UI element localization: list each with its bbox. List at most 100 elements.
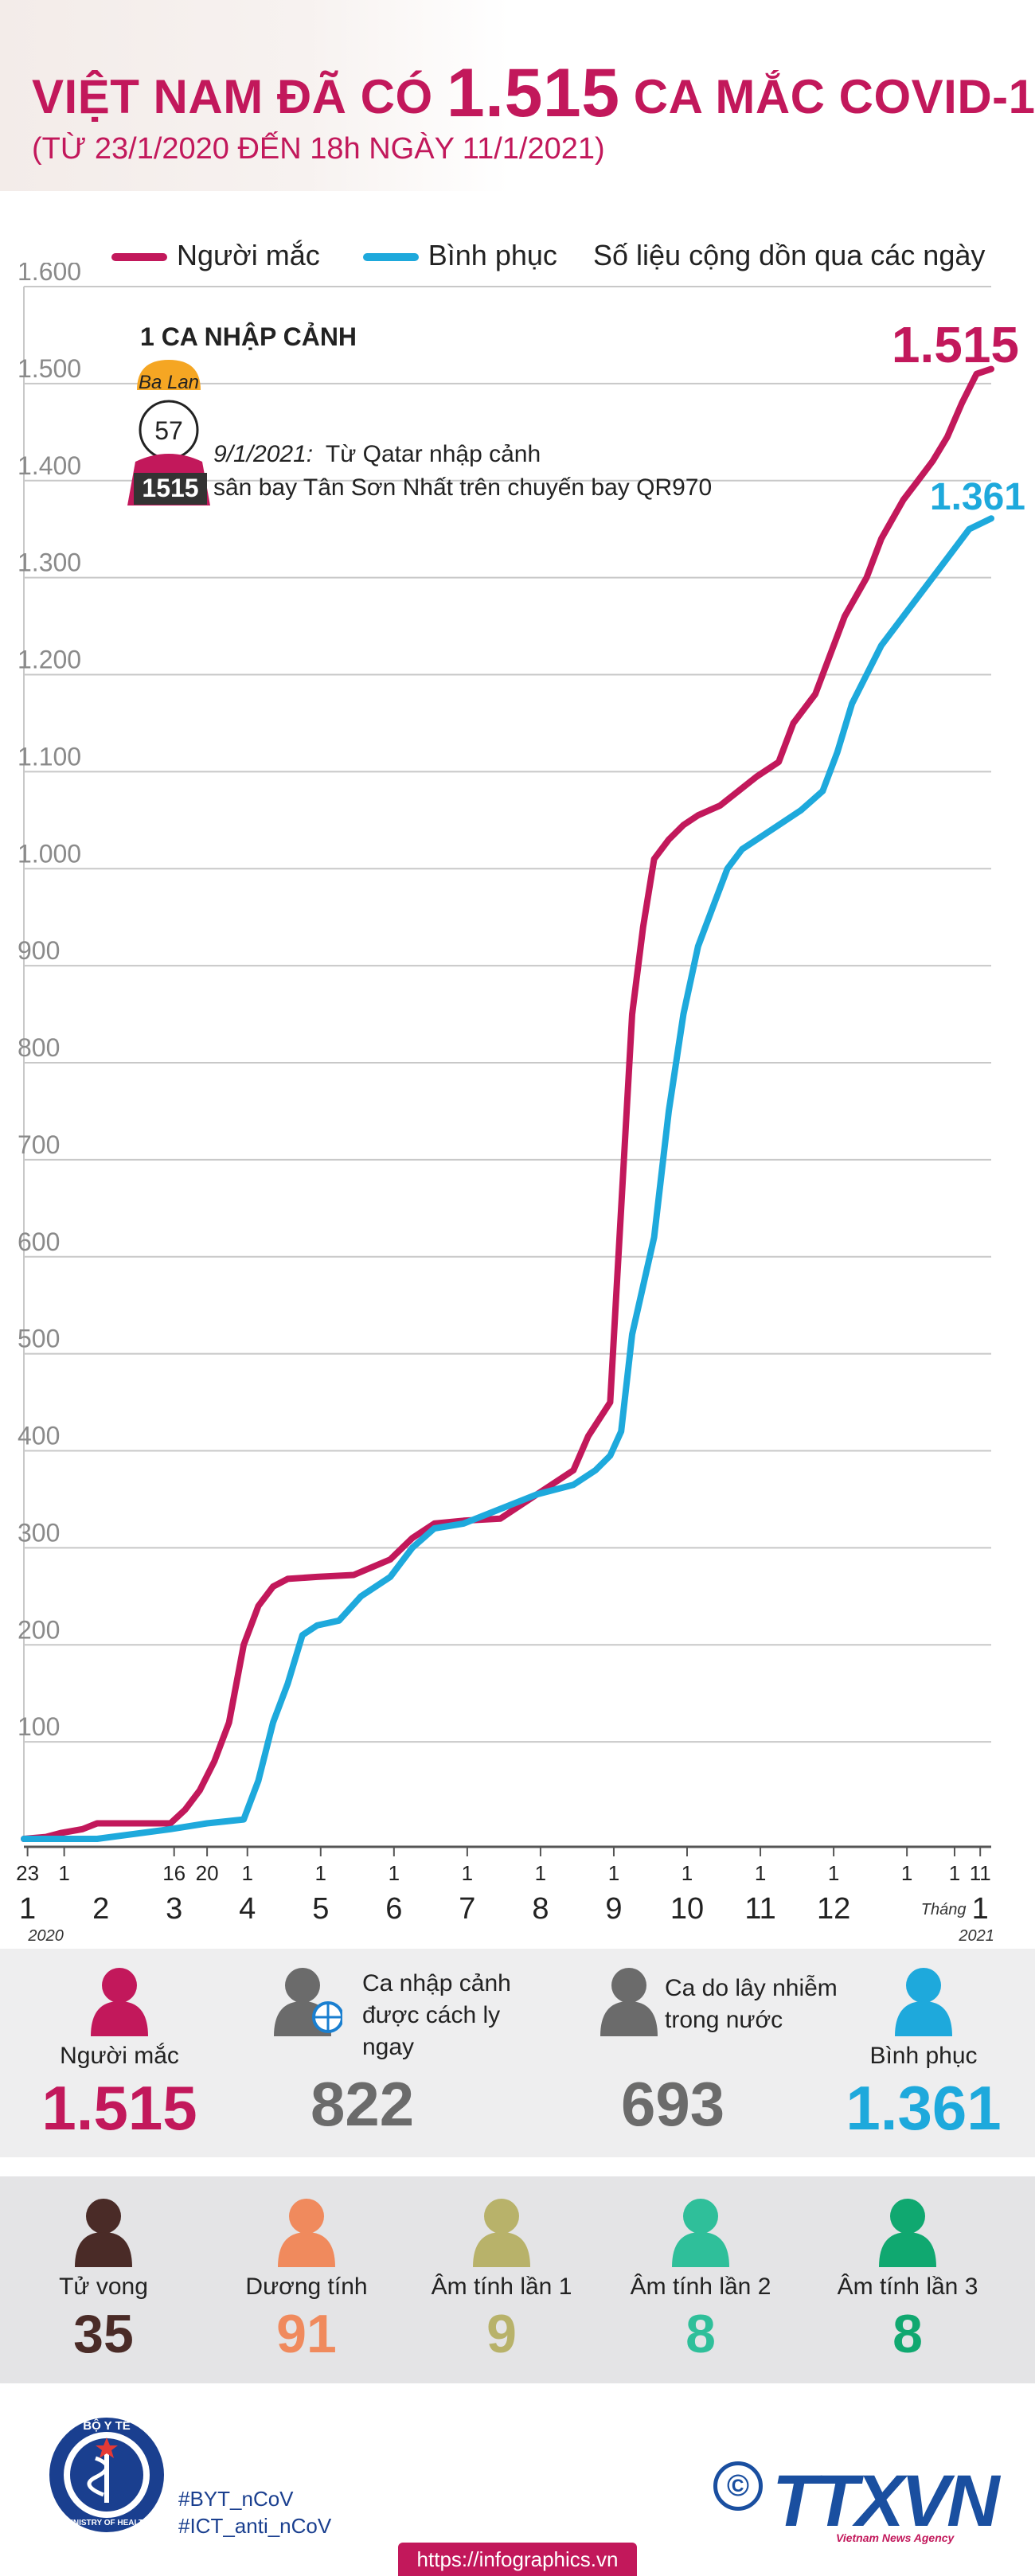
y-tick-label: 400	[18, 1422, 60, 1450]
person-icon	[75, 2199, 132, 2267]
hashtag-byt[interactable]: #BYT_nCoV	[178, 2487, 294, 2511]
x-day-label: 1	[682, 1861, 693, 1885]
summary-infected-label: Người mắc	[60, 2043, 179, 2069]
case-note: 1 CA NHẬP CẢNH Ba Lan 57 1515 9/1/2021: …	[127, 322, 712, 505]
title-suffix: CA MẮC COVID-19	[633, 70, 1035, 123]
summary-domestic: Ca do lây nhiễm trong nước 693	[581, 1965, 852, 2141]
y-tick-label: 600	[18, 1228, 60, 1256]
summary-domestic-value: 693	[621, 2069, 725, 2139]
outcome-negative-3-label: Âm tính lần 3	[837, 2274, 978, 2300]
logo-subtext: MINISTRY OF HEALTH	[64, 2519, 149, 2527]
copyright-icon: ©	[713, 2461, 763, 2511]
person-icon	[91, 1968, 148, 2036]
title-prefix: VIỆT NAM ĐÃ CÓ	[32, 70, 433, 123]
outcome-negative-2-value: 8	[685, 2304, 716, 2364]
person-icon	[278, 2199, 335, 2267]
y-tick-label: 1.400	[18, 451, 81, 480]
person-icon	[879, 2199, 936, 2267]
x-year-start: 2020	[27, 1927, 64, 1942]
outcomes-band: Tử vong 35 Dương tính 91 Âm tính lần 1 9…	[0, 2176, 1035, 2383]
x-day-label: 1	[949, 1861, 960, 1885]
y-tick-label: 100	[18, 1712, 60, 1741]
patient-nationality: Ba Lan	[139, 372, 199, 393]
summary-domestic-label1: Ca do lây nhiễm	[665, 1975, 838, 2001]
header-band	[0, 0, 510, 191]
recovered-series-line	[21, 515, 994, 1842]
x-month-label: 2	[92, 1892, 109, 1926]
page-subtitle: (TỪ 23/1/2020 ĐẾN 18h NGÀY 11/1/2021)	[32, 132, 605, 166]
patient-avatar: Ba Lan 57 1515	[127, 360, 210, 505]
outcome-negative-2: Âm tính lần 2 8	[613, 2195, 788, 2365]
x-day-label: 1	[58, 1861, 69, 1885]
x-day-label: 1	[315, 1861, 326, 1885]
patient-id-plate	[134, 473, 207, 505]
x-month-label: 9	[605, 1892, 622, 1926]
title-number: 1.515	[446, 55, 620, 131]
x-day-label: 1	[462, 1861, 473, 1885]
outcome-negative-2-label: Âm tính lần 2	[630, 2274, 771, 2300]
series-end-labels: 1.515 1.361	[892, 316, 1025, 518]
hashtag-ict[interactable]: #ICT_anti_nCoV	[178, 2514, 332, 2538]
hashtags: #BYT_nCoV #ICT_anti_nCoV	[178, 2485, 331, 2539]
x-month-label: 4	[239, 1892, 256, 1926]
outcome-negative-1: Âm tính lần 1 9	[414, 2195, 589, 2365]
chart-legend: Người mắc Bình phục Số liệu cộng dồn qua…	[111, 239, 985, 272]
x-month-label: 6	[385, 1892, 402, 1926]
outcome-positive-label: Dương tính	[245, 2274, 368, 2300]
summary-recovered: Bình phục 1.361	[820, 1965, 1027, 2145]
legend-label-recovered: Bình phục	[428, 239, 557, 271]
x-month-label: 1	[19, 1892, 36, 1926]
x-month-label: 5	[312, 1892, 329, 1926]
y-tick-label: 800	[18, 1033, 60, 1062]
person-globe-icon	[274, 1968, 342, 2036]
chart-grid	[23, 286, 991, 1839]
outcome-death-value: 35	[73, 2304, 134, 2364]
summary-imported-value: 822	[310, 2069, 415, 2139]
legend-infected: Người mắc	[111, 239, 320, 272]
case-note-line2: sân bay Tân Sơn Nhất trên chuyến bay QR9…	[213, 474, 712, 501]
infected-series-line	[21, 365, 994, 1842]
x-month-label: 7	[459, 1892, 475, 1926]
x-month-label: 8	[532, 1892, 549, 1926]
outcome-negative-1-label: Âm tính lần 1	[431, 2274, 572, 2300]
page-title: VIỆT NAM ĐÃ CÓ 1.515 CA MẮC COVID-19	[32, 54, 1035, 133]
x-day-label: 1	[535, 1861, 546, 1885]
case-note-date: 9/1/2021:	[213, 441, 313, 467]
logo-text: BỘ Y TẾ	[83, 2418, 130, 2433]
summary-imported-label: Ca nhập cảnh được cách ly ngay	[362, 1968, 557, 2063]
outcome-death-label: Tử vong	[59, 2274, 148, 2300]
outcome-positive: Dương tính 91	[219, 2195, 394, 2365]
outcome-positive-value: 91	[276, 2304, 337, 2364]
y-tick-label: 200	[18, 1615, 60, 1644]
summary-domestic-label2: trong nước	[665, 2007, 783, 2033]
summary-infected-value: 1.515	[41, 2073, 197, 2143]
infected-final-label: 1.515	[892, 316, 1019, 373]
source-url-link[interactable]: https://infographics.vn	[398, 2543, 637, 2576]
x-axis: 23 1 16 20 1 1 1 1 1 1 1 1 1 1 1 111 2 3 4 5 6 7 8 9 10 11 12 12020…	[16, 1845, 994, 1942]
legend-swatch-recovered	[362, 253, 419, 262]
x-day-label: 16	[162, 1861, 186, 1885]
x-month-label: 3	[166, 1892, 182, 1926]
x-month-label: 11	[744, 1892, 775, 1926]
chart-series	[21, 365, 994, 1842]
summary-imported-label1: Ca nhập cảnh	[362, 1970, 511, 1996]
x-day-label: 1	[242, 1861, 253, 1885]
summary-infected: Người mắc 1.515	[16, 1965, 223, 2145]
case-note-heading: 1 CA NHẬP CẢNH	[140, 322, 357, 351]
person-icon	[895, 1968, 952, 2036]
legend-note: Số liệu cộng dồn qua các ngày	[593, 239, 986, 271]
x-year-end: 2021	[958, 1927, 994, 1942]
y-tick-label: 900	[18, 936, 60, 965]
legend-swatch-infected	[111, 253, 167, 262]
person-icon	[473, 2199, 530, 2267]
summary-imported-label2: được cách ly ngay	[362, 2002, 501, 2060]
outcome-death: Tử vong 35	[24, 2195, 183, 2365]
y-tick-label: 1.000	[18, 839, 81, 868]
x-day-label: 1	[901, 1861, 912, 1885]
recovered-final-label: 1.361	[930, 476, 1025, 518]
summary-recovered-value: 1.361	[846, 2073, 1002, 2143]
x-month-label: 1	[972, 1892, 989, 1926]
x-month-label: 12	[817, 1892, 850, 1926]
x-day-label: 1	[608, 1861, 619, 1885]
person-icon	[672, 2199, 729, 2267]
